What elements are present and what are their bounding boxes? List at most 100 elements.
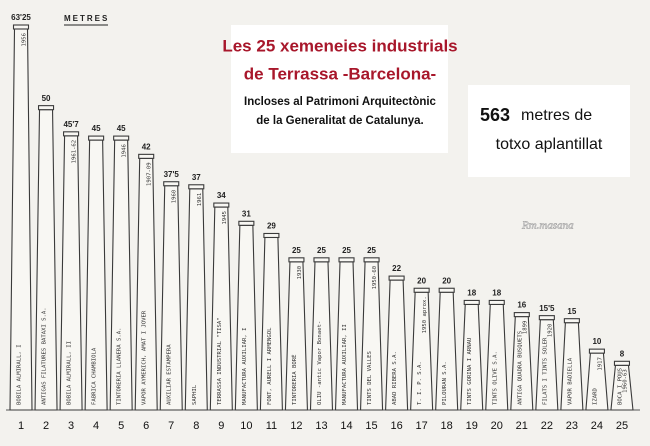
chimney-name: FONT, AURELL I ARMENGOL [267,327,273,405]
value-label: 29 [267,222,276,231]
x-tick-label: 10 [240,420,252,432]
value-label: 37'5 [164,170,180,179]
x-tick-label: 8 [193,420,199,432]
total-value: 563 [480,105,510,125]
chimney-name: ANTIGA QUADRA BUSQUETS [517,331,523,405]
x-tick-label: 12 [290,420,302,432]
chimney-year: 1961 [197,193,203,206]
chimney-cap [438,287,455,293]
chimney-name: VAPOR AYMERICH, AMAT I JOVER [142,310,148,405]
chimney-year: 1956 [22,33,28,46]
chimney-year: 1920 [547,324,553,337]
chimney-name: TINTS OLIVE S.A. [492,351,498,405]
x-tick-label: 13 [315,420,327,432]
chimney-name: MANUFACTURA AUXILIAR, II [342,324,348,405]
chimney-year: 1930 [297,266,303,279]
chimney-year: 1946 [122,144,128,157]
value-label: 20 [442,276,451,285]
chimney-cap [138,153,155,159]
x-tick-label: 3 [68,420,74,432]
unit-label: METRES [64,14,109,23]
x-tick-label: 25 [616,420,628,432]
value-label: 34 [217,191,226,200]
value-label: 20 [417,276,426,285]
value-label: 25 [292,246,301,255]
x-tick-label: 20 [491,420,503,432]
total-text: totxo aplantillat [496,136,603,153]
chimney-name: ANTIGAS FILATURES BATAXI S.A. [42,307,48,405]
x-tick-label: 14 [340,420,352,432]
value-label: 10 [592,337,601,346]
chimney-name: TINTS GORINA I ARNAU [467,338,473,405]
x-tick-label: 22 [541,420,553,432]
x-tick-label: 6 [143,420,149,432]
value-label: 25 [317,246,326,255]
value-label: 50 [42,94,51,103]
chimney-cap [188,184,205,190]
chimney-cap [113,135,130,141]
value-label: 16 [517,301,526,310]
x-tick-label: 18 [441,420,453,432]
value-label: 18 [492,289,501,298]
value-label: 31 [242,209,251,218]
chimney-name: TINTORERIA LLANERA S.A. [117,328,123,405]
chimney-cap [388,275,405,281]
chimney-name: BOCA I POUS [617,368,623,405]
x-tick-label: 17 [416,420,428,432]
chimney-name: IZARD [592,388,598,405]
chimney-name: SAPHIL [192,384,198,405]
x-tick-label: 19 [466,420,478,432]
chimney-cap [238,220,255,226]
x-tick-label: 23 [566,420,578,432]
chimney-name: MANUFACTURA AUXILIAR, I [242,328,248,405]
chimney-name: PILOURAN S.A. [442,361,448,405]
chimney-cap [213,202,230,208]
title: Les 25 xemeneies industrials [222,36,457,55]
chimney-name: TINTS DEL VALLES [367,351,373,405]
chimney-cap [313,257,330,263]
value-label: 8 [620,349,625,358]
subtitle: Incloses al Patrimoni Arquitectònic [244,96,437,108]
total-box [468,85,630,177]
chimney-cap [163,181,180,187]
title: de Terrassa -Barcelona- [244,64,436,83]
chimney-cap [513,312,530,318]
x-tick-label: 11 [266,420,277,432]
subtitle: de la Generalitat de Catalunya. [256,115,423,127]
chimney-year: 1960-63 [622,369,628,393]
chimney-cap [563,318,580,324]
chimney-name: TINTORERIA BORÉ [290,354,298,405]
x-tick-label: 9 [218,420,224,432]
chimney-cap [463,299,480,305]
x-tick-label: 15 [365,420,377,432]
value-label: 45 [117,124,126,133]
value-label: 63'25 [11,13,31,22]
x-tick-label: 7 [168,420,174,432]
chimney-name: TERRASSA INDUSTRIAL "TISA" [217,317,223,405]
value-label: 15'5 [539,304,555,313]
chimney-year: 1917 [597,357,603,370]
chimney-cap [12,24,30,30]
value-label: 15 [567,307,576,316]
chimney-cap [63,131,80,137]
chimney-name: BOBILA ALMIRALL, I [17,344,23,405]
x-tick-label: 5 [118,420,124,432]
chimney-cap [363,257,380,263]
chimney-cap [338,257,355,263]
chimney-name: T. I. P. S.A. [417,361,423,405]
chimney-year: 1899 [522,321,528,334]
chimney-year: 1950-60 [372,266,378,290]
chimney-year: 1961-62 [72,140,78,164]
chimney-name: BOBILA ALMIRALL, II [67,341,73,405]
x-tick-label: 21 [516,420,528,432]
chimney-year: 1960 [172,190,178,203]
x-tick-label: 4 [93,420,99,432]
chimney-name: AUXILIAR ESTAMPERA [167,344,173,405]
chimney [184,188,208,411]
chimney-name: OLIU -antic Vapor Bonaet- [317,321,323,405]
x-tick-label: 16 [390,420,402,432]
chimney-cap [488,299,505,305]
value-label: 37 [192,173,201,182]
chimney-cap [538,315,555,321]
